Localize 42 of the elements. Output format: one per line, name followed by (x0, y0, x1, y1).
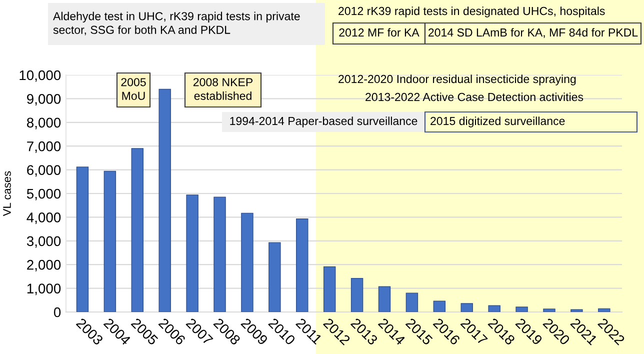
bar (543, 308, 556, 312)
annotation: 2012-2020 Indoor residual insecticide spraying (338, 74, 576, 86)
annotation: 2005 MoU (121, 78, 146, 100)
y-tick-label: 9,000 (27, 94, 61, 106)
bar (186, 194, 198, 312)
text: 2012 rK39 rapid tests in designated UHCs, hospitals (338, 6, 605, 18)
y-tick-label: 10,000 (20, 70, 61, 82)
y-axis-title: VL cases (3, 171, 11, 216)
bar (570, 309, 583, 312)
annotation: 2013-2022 Active Case Detection activities (366, 92, 584, 102)
bar (350, 278, 364, 312)
y-tick-label: 1,000 (27, 284, 61, 296)
bar (598, 308, 610, 312)
bar (516, 306, 528, 312)
bar (131, 148, 144, 312)
y-tick-label: 5,000 (26, 188, 61, 200)
y-tick-label: 7,000 (27, 141, 61, 153)
annotation: 1994-2014 Paper-based surveillance (230, 116, 418, 128)
bar (406, 292, 418, 312)
bar (214, 196, 226, 312)
bar (76, 166, 89, 312)
bar (104, 170, 116, 312)
y-tick-label: 3,000 (26, 236, 61, 248)
text: 2014 SD LAmB for KA, MF 84d for PKDL (428, 28, 638, 38)
y-tick-label: 0 (54, 307, 61, 318)
y-tick-label: 6,000 (27, 165, 61, 177)
bar (433, 300, 446, 312)
y-tick-label: 2,000 (27, 260, 61, 272)
y-tick-label: 4,000 (26, 212, 61, 224)
bar (460, 303, 473, 312)
bar (488, 305, 500, 312)
annotation: 2008 NKEP established (193, 78, 253, 100)
text: 2012 MF for KA (339, 28, 420, 37)
bar (378, 286, 391, 312)
annotation: 2015 digitized surveillance (430, 116, 565, 128)
y-tick-label: 8,000 (26, 118, 61, 130)
bar (241, 212, 254, 312)
bar (268, 242, 281, 312)
bar (296, 218, 308, 312)
bar (158, 88, 171, 312)
bar (323, 266, 336, 312)
text: Aldehyde test in UHC, rK39 rapid tests in private sector, SSG for both KA and PKDL (53, 12, 300, 36)
